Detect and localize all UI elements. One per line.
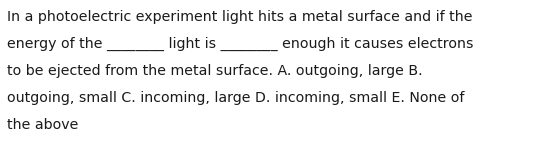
Text: to be ejected from the metal surface. A. outgoing, large B.: to be ejected from the metal surface. A.… <box>7 64 423 78</box>
Text: In a photoelectric experiment light hits a metal surface and if the: In a photoelectric experiment light hits… <box>7 10 473 24</box>
Text: outgoing, small C. incoming, large D. incoming, small E. None of: outgoing, small C. incoming, large D. in… <box>7 91 465 105</box>
Text: the above: the above <box>7 118 79 132</box>
Text: energy of the ________ light is ________ enough it causes electrons: energy of the ________ light is ________… <box>7 37 474 51</box>
